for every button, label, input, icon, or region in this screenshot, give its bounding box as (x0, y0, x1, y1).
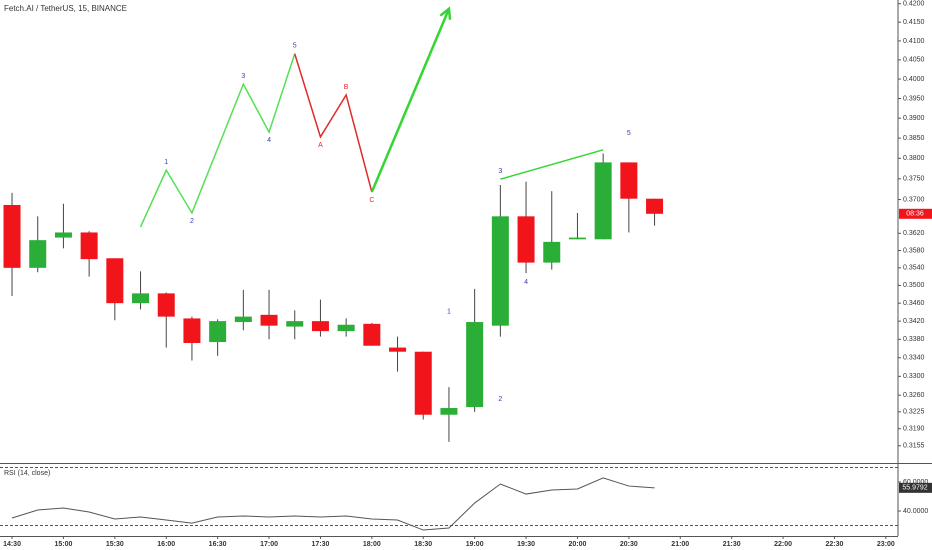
y-tick-label: 0.3260 (903, 392, 925, 399)
y-tick-label: 0.3460 (903, 300, 925, 307)
y-tick-label: 0.4150 (903, 19, 925, 26)
candle-body (260, 314, 278, 326)
candle-body (646, 198, 664, 214)
candle-body (440, 408, 458, 415)
wave-label: 4 (524, 279, 528, 286)
x-tick-label: 22:30 (826, 541, 844, 548)
chart-title: Fetch.AI / TetherUS, 15, BINANCE (4, 4, 127, 13)
x-tick-label: 17:30 (311, 541, 329, 548)
y-tick-label: 0.3580 (903, 247, 925, 254)
wave-label: 5 (627, 130, 631, 137)
wave-label: 1 (447, 309, 451, 316)
x-tick-label: 18:00 (363, 541, 381, 548)
y-tick-label: 0.3800 (903, 155, 925, 162)
candle-body (311, 321, 329, 332)
x-tick-label: 23:00 (877, 541, 895, 548)
rsi-last-value: 55.9792 (902, 485, 927, 492)
y-tick-label: 0.3340 (903, 355, 925, 362)
candle-body (106, 258, 124, 304)
y-tick-label: 0.4050 (903, 57, 925, 64)
candle-body (286, 321, 304, 327)
wave-label: 3 (498, 168, 502, 175)
y-tick-label: 0.3950 (903, 95, 925, 102)
y-tick-label: 0.3155 (903, 443, 925, 450)
wave-line (294, 53, 373, 193)
y-tick-label: 0.3540 (903, 265, 925, 272)
wave-label: 5 (293, 43, 297, 50)
x-tick-label: 16:30 (209, 541, 227, 548)
x-tick-label: 19:30 (517, 541, 535, 548)
wave-label: 2 (190, 218, 194, 225)
wave-label: 2 (498, 396, 502, 403)
x-tick-label: 20:00 (569, 541, 587, 548)
candle-body (517, 216, 535, 263)
x-tick-label: 21:30 (723, 541, 741, 548)
wave-label: 1 (164, 159, 168, 166)
rsi-tag (899, 482, 932, 493)
y-tick-label: 0.3420 (903, 318, 925, 325)
wave-label: B (344, 84, 349, 91)
x-tick-label: 16:00 (157, 541, 175, 548)
y-tick-label: 0.3620 (903, 230, 925, 237)
candle-body (414, 351, 432, 415)
x-tick-label: 15:00 (54, 541, 72, 548)
candle-body (157, 293, 175, 317)
y-tick-label: 0.4100 (903, 38, 925, 45)
arrow-head (439, 6, 452, 20)
price-tag (899, 208, 932, 219)
candle-body (132, 293, 150, 304)
candle-body (3, 204, 21, 268)
x-tick-label: 18:30 (414, 541, 432, 548)
candle-body (466, 322, 484, 408)
y-tick-label: 0.3750 (903, 176, 925, 183)
x-tick-label: 22:00 (774, 541, 792, 548)
candle-body (209, 321, 227, 343)
rsi-line (11, 477, 655, 531)
x-tick-label: 19:00 (466, 541, 484, 548)
rsi-y-tick-label: 60.0000 (903, 479, 928, 486)
candle-body (29, 240, 47, 268)
wave-label: C (369, 197, 374, 204)
candle-body (594, 162, 612, 240)
x-tick-label: 21:00 (671, 541, 689, 548)
y-tick-label: 0.4200 (903, 1, 925, 8)
y-tick-label: 0.3850 (903, 135, 925, 142)
y-tick-label: 0.3190 (903, 426, 925, 433)
x-tick-label: 17:00 (260, 541, 278, 548)
y-tick-label: 0.3700 (903, 196, 925, 203)
x-tick-label: 15:30 (106, 541, 124, 548)
candle-body (543, 241, 561, 263)
wave-line (500, 149, 604, 180)
wave-label: 3 (241, 73, 245, 80)
countdown: 08:36 (906, 211, 924, 218)
candle-body (337, 324, 355, 332)
candle-body (389, 347, 407, 352)
candle-body (80, 232, 98, 260)
candle-body (568, 237, 586, 240)
y-tick-label: 0.3380 (903, 336, 925, 343)
y-tick-label: 0.3500 (903, 282, 925, 289)
x-tick-label: 20:30 (620, 541, 638, 548)
wave-label: 4 (267, 137, 271, 144)
wave-line (370, 8, 451, 193)
candle-body (183, 318, 201, 343)
x-tick-label: 14:30 (3, 541, 21, 548)
y-tick-label: 0.3225 (903, 409, 925, 416)
candle-body (491, 216, 509, 326)
candle-body (234, 316, 252, 323)
y-tick-label: 0.4000 (903, 76, 925, 83)
candle-body (363, 323, 381, 346)
y-tick-label: 0.3300 (903, 373, 925, 380)
rsi-y-tick-label: 40.0000 (903, 508, 928, 515)
candle-body (620, 162, 638, 199)
rsi-title: RSI (14, close) (4, 470, 50, 477)
wave-line (139, 53, 296, 228)
y-tick-label: 0.3900 (903, 115, 925, 122)
candle-body (54, 232, 72, 238)
wave-label: A (318, 142, 323, 149)
